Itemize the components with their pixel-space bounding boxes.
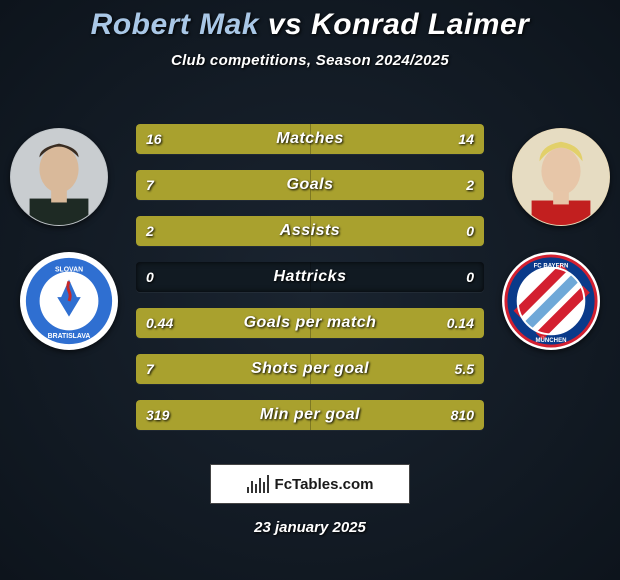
stat-row: Goals per match0.44 0.14	[136, 308, 484, 338]
stat-bars: Matches1614Goals72Assists20Hattricks00Go…	[136, 124, 484, 446]
stat-row: Matches16 14	[136, 124, 484, 154]
bar-value-left: 319	[136, 400, 179, 430]
stat-row: Shots per goal7 5.5	[136, 354, 484, 384]
bar-value-right: 810	[441, 400, 484, 430]
bar-value-right: 14	[448, 124, 484, 154]
title-player1: Robert Mak	[91, 8, 259, 41]
avatar-player2	[512, 128, 610, 226]
bar-value-right: 0.14	[437, 308, 484, 338]
bar-label: Matches	[136, 124, 484, 154]
club-badge-player2: FC BAYERN MÜNCHEN	[502, 252, 600, 350]
bar-value-right: 2	[456, 170, 484, 200]
bar-label: Shots per goal	[136, 354, 484, 384]
comparison-card: Robert Mak vs Konrad Laimer Club competi…	[0, 0, 620, 580]
title-vs: vs	[268, 8, 302, 41]
stat-row: Hattricks0 0	[136, 262, 484, 292]
subtitle: Club competitions, Season 2024/2025	[0, 52, 620, 69]
bar-value-left: 7	[136, 170, 164, 200]
title-player2: Konrad Laimer	[311, 8, 529, 41]
svg-text:SLOVAN: SLOVAN	[55, 267, 83, 274]
club-badge-player1: SLOVAN BRATISLAVA	[20, 252, 118, 350]
bar-value-left: 16	[136, 124, 172, 154]
footer-date: 23 january 2025	[0, 519, 620, 536]
svg-text:MÜNCHEN: MÜNCHEN	[536, 337, 567, 344]
bar-value-right: 0	[456, 216, 484, 246]
bar-label: Goals	[136, 170, 484, 200]
svg-text:FC BAYERN: FC BAYERN	[534, 264, 569, 270]
footer-site: FcTables.com	[275, 476, 374, 493]
page-title: Robert Mak vs Konrad Laimer	[0, 0, 620, 42]
bar-value-left: 7	[136, 354, 164, 384]
avatar-player1	[10, 128, 108, 226]
svg-text:BRATISLAVA: BRATISLAVA	[48, 333, 91, 340]
stat-row: Assists2 0	[136, 216, 484, 246]
bar-label: Min per goal	[136, 400, 484, 430]
bar-value-left: 0.44	[136, 308, 183, 338]
bar-value-right: 5.5	[445, 354, 484, 384]
chart-icon	[247, 475, 269, 493]
bar-value-left: 2	[136, 216, 164, 246]
footer-logo: FcTables.com	[210, 464, 410, 504]
stat-row: Min per goal319 810	[136, 400, 484, 430]
bar-label: Hattricks	[136, 262, 484, 292]
stat-row: Goals7 2	[136, 170, 484, 200]
bar-value-right: 0	[456, 262, 484, 292]
bar-label: Goals per match	[136, 308, 484, 338]
bar-label: Assists	[136, 216, 484, 246]
bar-value-left: 0	[136, 262, 164, 292]
